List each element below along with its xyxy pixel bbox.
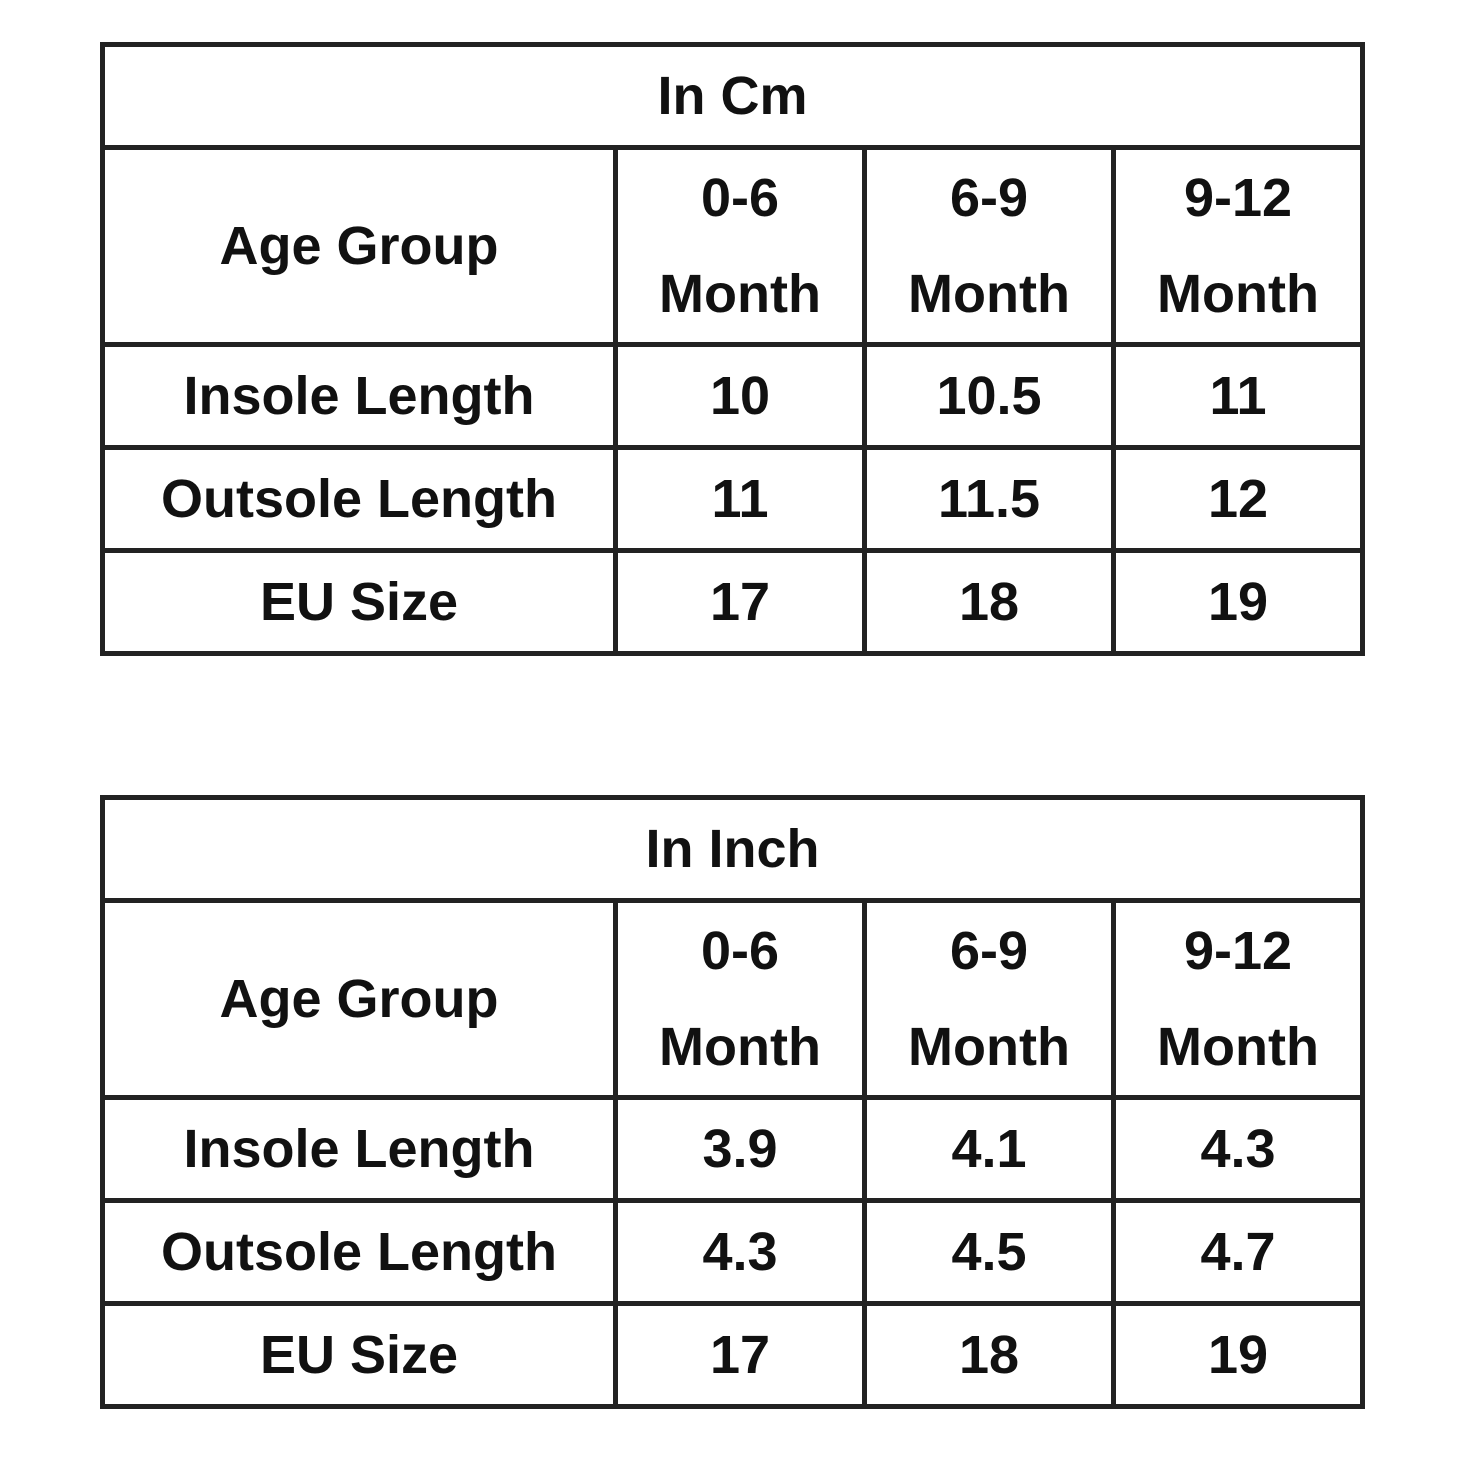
row-label: EU Size <box>100 548 618 656</box>
value-cell: 12 <box>1110 445 1366 553</box>
row-label: Insole Length <box>100 1095 618 1203</box>
value-cell: 18 <box>862 548 1116 656</box>
table-title: In Cm <box>99 42 1366 150</box>
value-cell: 11 <box>1110 342 1366 450</box>
data-row: EU Size 17 18 19 <box>100 548 1366 656</box>
row-label: Outsole Length <box>100 445 618 553</box>
title-row: In Inch <box>100 795 1365 903</box>
row-label: Insole Length <box>100 342 618 450</box>
value-cell: 19 <box>1111 1301 1365 1409</box>
data-row: Outsole Length 4.3 4.5 4.7 <box>100 1198 1365 1306</box>
age-header: 9-12 Month <box>1111 898 1365 1100</box>
age-header: 6-9 Month <box>862 145 1116 347</box>
value-cell: 3.9 <box>613 1095 867 1203</box>
table-title: In Inch <box>100 795 1365 903</box>
data-row: Insole Length 3.9 4.1 4.3 <box>100 1095 1365 1203</box>
data-row: Outsole Length 11 11.5 12 <box>100 445 1366 553</box>
row-header: Age Group <box>100 898 618 1100</box>
value-cell: 10 <box>613 342 867 450</box>
value-cell: 19 <box>1110 548 1366 656</box>
value-cell: 11.5 <box>862 445 1116 553</box>
row-label: Outsole Length <box>100 1198 618 1306</box>
header-row: Age Group 0-6 Month 6-9 Month 9-12 Month <box>100 145 1366 347</box>
value-cell: 4.3 <box>613 1198 867 1306</box>
value-cell: 4.7 <box>1111 1198 1365 1306</box>
value-cell: 4.3 <box>1111 1095 1365 1203</box>
value-cell: 17 <box>613 1301 867 1409</box>
data-row: EU Size 17 18 19 <box>100 1301 1365 1409</box>
value-cell: 17 <box>613 548 867 656</box>
value-cell: 11 <box>613 445 867 553</box>
age-header: 0-6 Month <box>613 145 867 347</box>
age-header: 6-9 Month <box>862 898 1116 1100</box>
value-cell: 4.1 <box>862 1095 1116 1203</box>
size-table: In Inch Age Group 0-6 Month 6-9 Month 9-12 M… <box>100 795 1365 1409</box>
header-row: Age Group 0-6 Month 6-9 Month 9-12 Month <box>100 898 1365 1100</box>
row-label: EU Size <box>100 1301 618 1409</box>
value-cell: 4.5 <box>862 1198 1116 1306</box>
age-header: 9-12 Month <box>1110 145 1366 347</box>
age-header: 0-6 Month <box>613 898 867 1100</box>
value-cell: 10.5 <box>862 342 1116 450</box>
size-table: In Cm Age Group 0-6 Month 6-9 Month 9-12 Mon… <box>99 42 1366 656</box>
value-cell: 18 <box>862 1301 1116 1409</box>
row-header: Age Group <box>100 145 618 347</box>
title-row: In Cm <box>99 42 1366 150</box>
data-row: Insole Length 10 10.5 11 <box>100 342 1366 450</box>
